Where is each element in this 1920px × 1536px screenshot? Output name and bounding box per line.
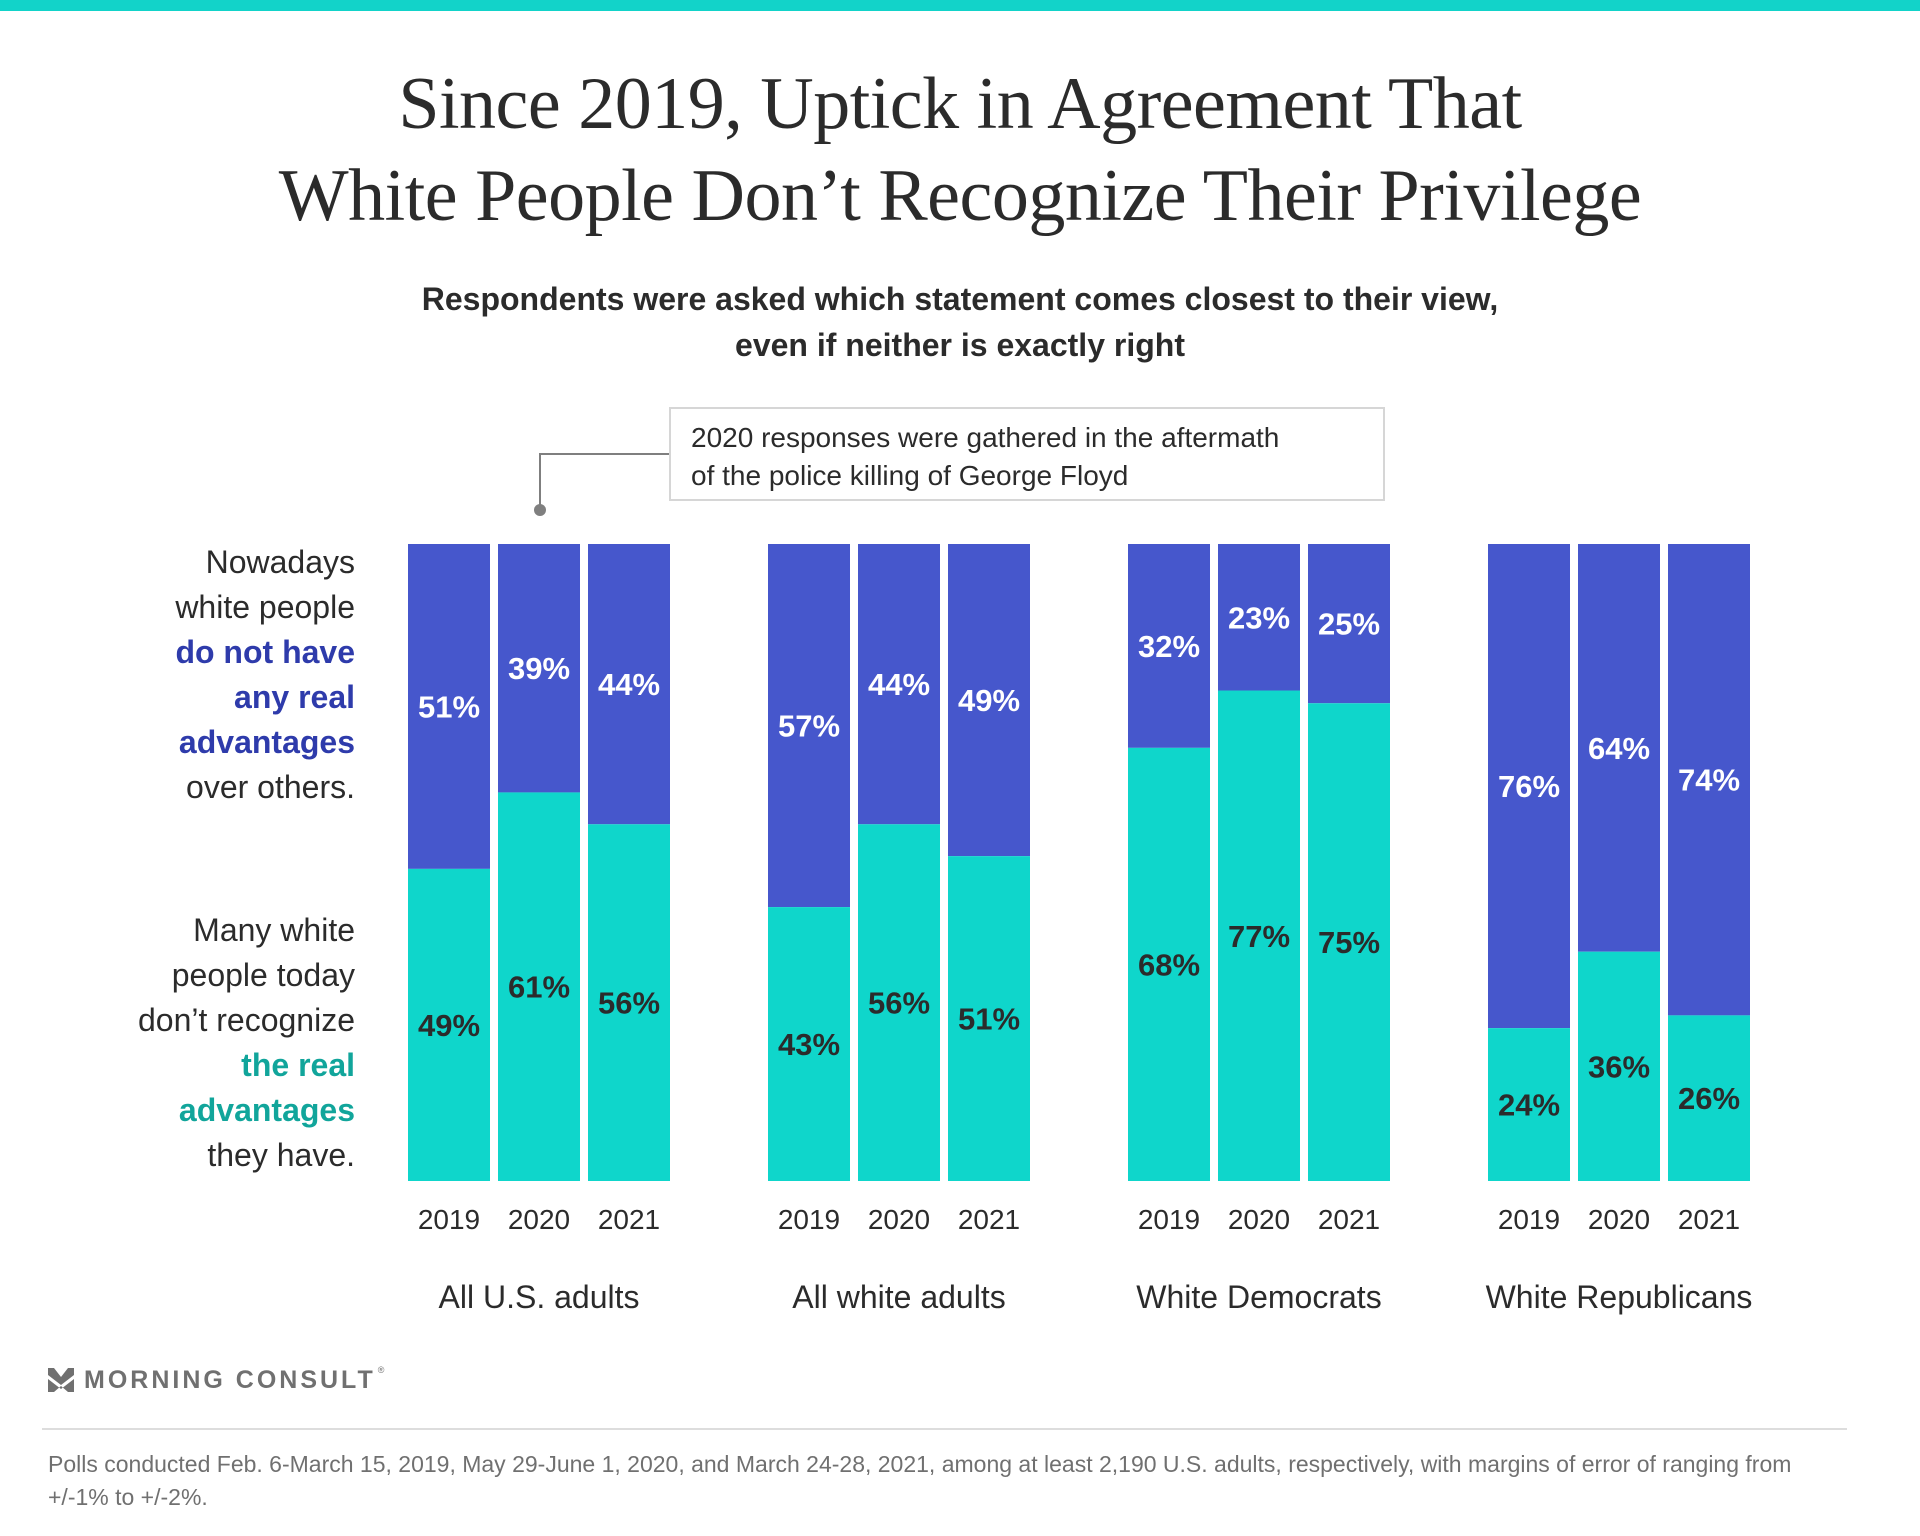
x-tick-label: 2020 [508, 1204, 570, 1235]
bar-segment-no-advantages [588, 544, 670, 825]
data-label: 44% [868, 667, 930, 702]
x-tick-label: 2020 [868, 1204, 930, 1235]
logo-text: MORNING CONSULT [84, 1365, 376, 1394]
data-label: 56% [868, 986, 930, 1021]
legend-text: people today [171, 957, 355, 993]
bar-segment-dont-recognize [858, 824, 940, 1181]
x-tick-label: 2019 [1498, 1204, 1560, 1235]
data-label: 36% [1588, 1049, 1650, 1084]
x-tick-label: 2019 [418, 1204, 480, 1235]
chart-subtitle-line-2: even if neither is exactly right [735, 327, 1185, 363]
x-tick-label: 2019 [778, 1204, 840, 1235]
bar-segment-no-advantages [858, 544, 940, 825]
morning-consult-logo: MORNING CONSULT ® [48, 1365, 384, 1395]
bar-segment-no-advantages [498, 544, 580, 793]
bar-segment-no-advantages [408, 544, 490, 869]
bar-segment-no-advantages [1578, 544, 1660, 952]
bar-segment-no-advantages [1668, 544, 1750, 1016]
legend-dont-recognize: Many white people today don’t recognize … [138, 908, 355, 1178]
annotation-line-1: 2020 responses were gathered in the afte… [691, 422, 1280, 453]
bar-segment-no-advantages [1218, 544, 1300, 691]
bar-segment-dont-recognize [1308, 703, 1390, 1181]
bar-segment-dont-recognize [1668, 1015, 1750, 1181]
chart-subtitle-line-1: Respondents were asked which statement c… [421, 281, 1499, 317]
x-tick-label: 2021 [958, 1204, 1020, 1235]
data-label: 57% [778, 709, 840, 744]
x-tick-label: 2021 [1678, 1204, 1740, 1235]
data-label: 51% [418, 689, 480, 724]
bar-segment-dont-recognize [1578, 951, 1660, 1181]
group-label: White Democrats [1136, 1279, 1381, 1315]
data-label: 25% [1318, 607, 1380, 642]
annotation-leader-line-vertical [539, 453, 541, 509]
legend-text: white people [175, 589, 355, 625]
legend-text: Nowadays [205, 544, 355, 580]
data-label: 61% [508, 970, 570, 1005]
bar-segment-no-advantages [1488, 544, 1570, 1029]
chart-title-line-2: White People Don’t Recognize Their Privi… [278, 155, 1642, 237]
bar-segment-dont-recognize [588, 824, 670, 1181]
x-tick-label: 2019 [1138, 1204, 1200, 1235]
group-label: All U.S. adults [439, 1279, 640, 1315]
annotation-line-2: of the police killing of George Floyd [691, 460, 1129, 491]
legend-text: Many white [193, 912, 355, 948]
legend-text: don’t recognize [137, 1002, 355, 1038]
bar-segment-dont-recognize [1128, 747, 1210, 1181]
data-label: 64% [1588, 731, 1650, 766]
bar-segment-no-advantages [1308, 544, 1390, 704]
data-label: 51% [958, 1002, 1020, 1037]
data-label: 23% [1228, 600, 1290, 635]
data-label: 26% [1678, 1081, 1740, 1116]
annotation-leader-line [540, 453, 669, 455]
registered-mark: ® [377, 1365, 385, 1375]
data-label: 39% [508, 651, 570, 686]
footer-divider [42, 1428, 1847, 1430]
legend-highlight: advantages [178, 1092, 355, 1128]
footnote: Polls conducted Feb. 6-March 15, 2019, M… [48, 1451, 1792, 1510]
bar-segment-dont-recognize [1218, 690, 1300, 1181]
x-tick-label: 2021 [1318, 1204, 1380, 1235]
legend-highlight: do not have [175, 634, 355, 670]
data-label: 75% [1318, 925, 1380, 960]
data-label: 76% [1498, 769, 1560, 804]
bar-segment-no-advantages [1128, 544, 1210, 748]
annotation-leader-dot [534, 504, 546, 516]
bar-segment-dont-recognize [768, 907, 850, 1181]
data-label: 32% [1138, 629, 1200, 664]
legend-text: over others. [186, 769, 355, 805]
data-label: 44% [598, 667, 660, 702]
bar-segment-dont-recognize [1488, 1028, 1570, 1181]
bar-segment-dont-recognize [948, 856, 1030, 1181]
morning-consult-logo-icon [48, 1368, 74, 1392]
x-tick-label: 2020 [1228, 1204, 1290, 1235]
data-label: 43% [778, 1027, 840, 1062]
group-label: White Republicans [1486, 1279, 1753, 1315]
annotation-box: 2020 responses were gathered in the afte… [669, 407, 1385, 501]
legend-text: they have. [207, 1137, 355, 1173]
chart-title-line-1: Since 2019, Uptick in Agreement That [398, 63, 1522, 145]
top-accent-bar [0, 0, 1920, 11]
bar-segment-dont-recognize [408, 868, 490, 1181]
data-label: 56% [598, 986, 660, 1021]
data-label: 74% [1678, 763, 1740, 798]
data-label: 49% [418, 1008, 480, 1043]
bar-segment-no-advantages [948, 544, 1030, 857]
chart-title: Since 2019, Uptick in Agreement That Whi… [0, 58, 1920, 242]
data-label: 68% [1138, 947, 1200, 982]
legend-highlight: the real [241, 1047, 355, 1083]
x-tick-label: 2021 [598, 1204, 660, 1235]
data-label: 24% [1498, 1088, 1560, 1123]
legend-highlight: advantages [178, 724, 355, 760]
group-label: All white adults [792, 1279, 1005, 1315]
data-label: 49% [958, 683, 1020, 718]
data-label: 77% [1228, 919, 1290, 954]
x-tick-label: 2020 [1588, 1204, 1650, 1235]
legend-no-advantages: Nowadays white people do not have any re… [175, 540, 355, 810]
bar-segment-no-advantages [768, 544, 850, 908]
bar-segment-dont-recognize [498, 792, 580, 1181]
chart-subtitle: Respondents were asked which statement c… [0, 276, 1920, 368]
legend-highlight: any real [234, 679, 355, 715]
